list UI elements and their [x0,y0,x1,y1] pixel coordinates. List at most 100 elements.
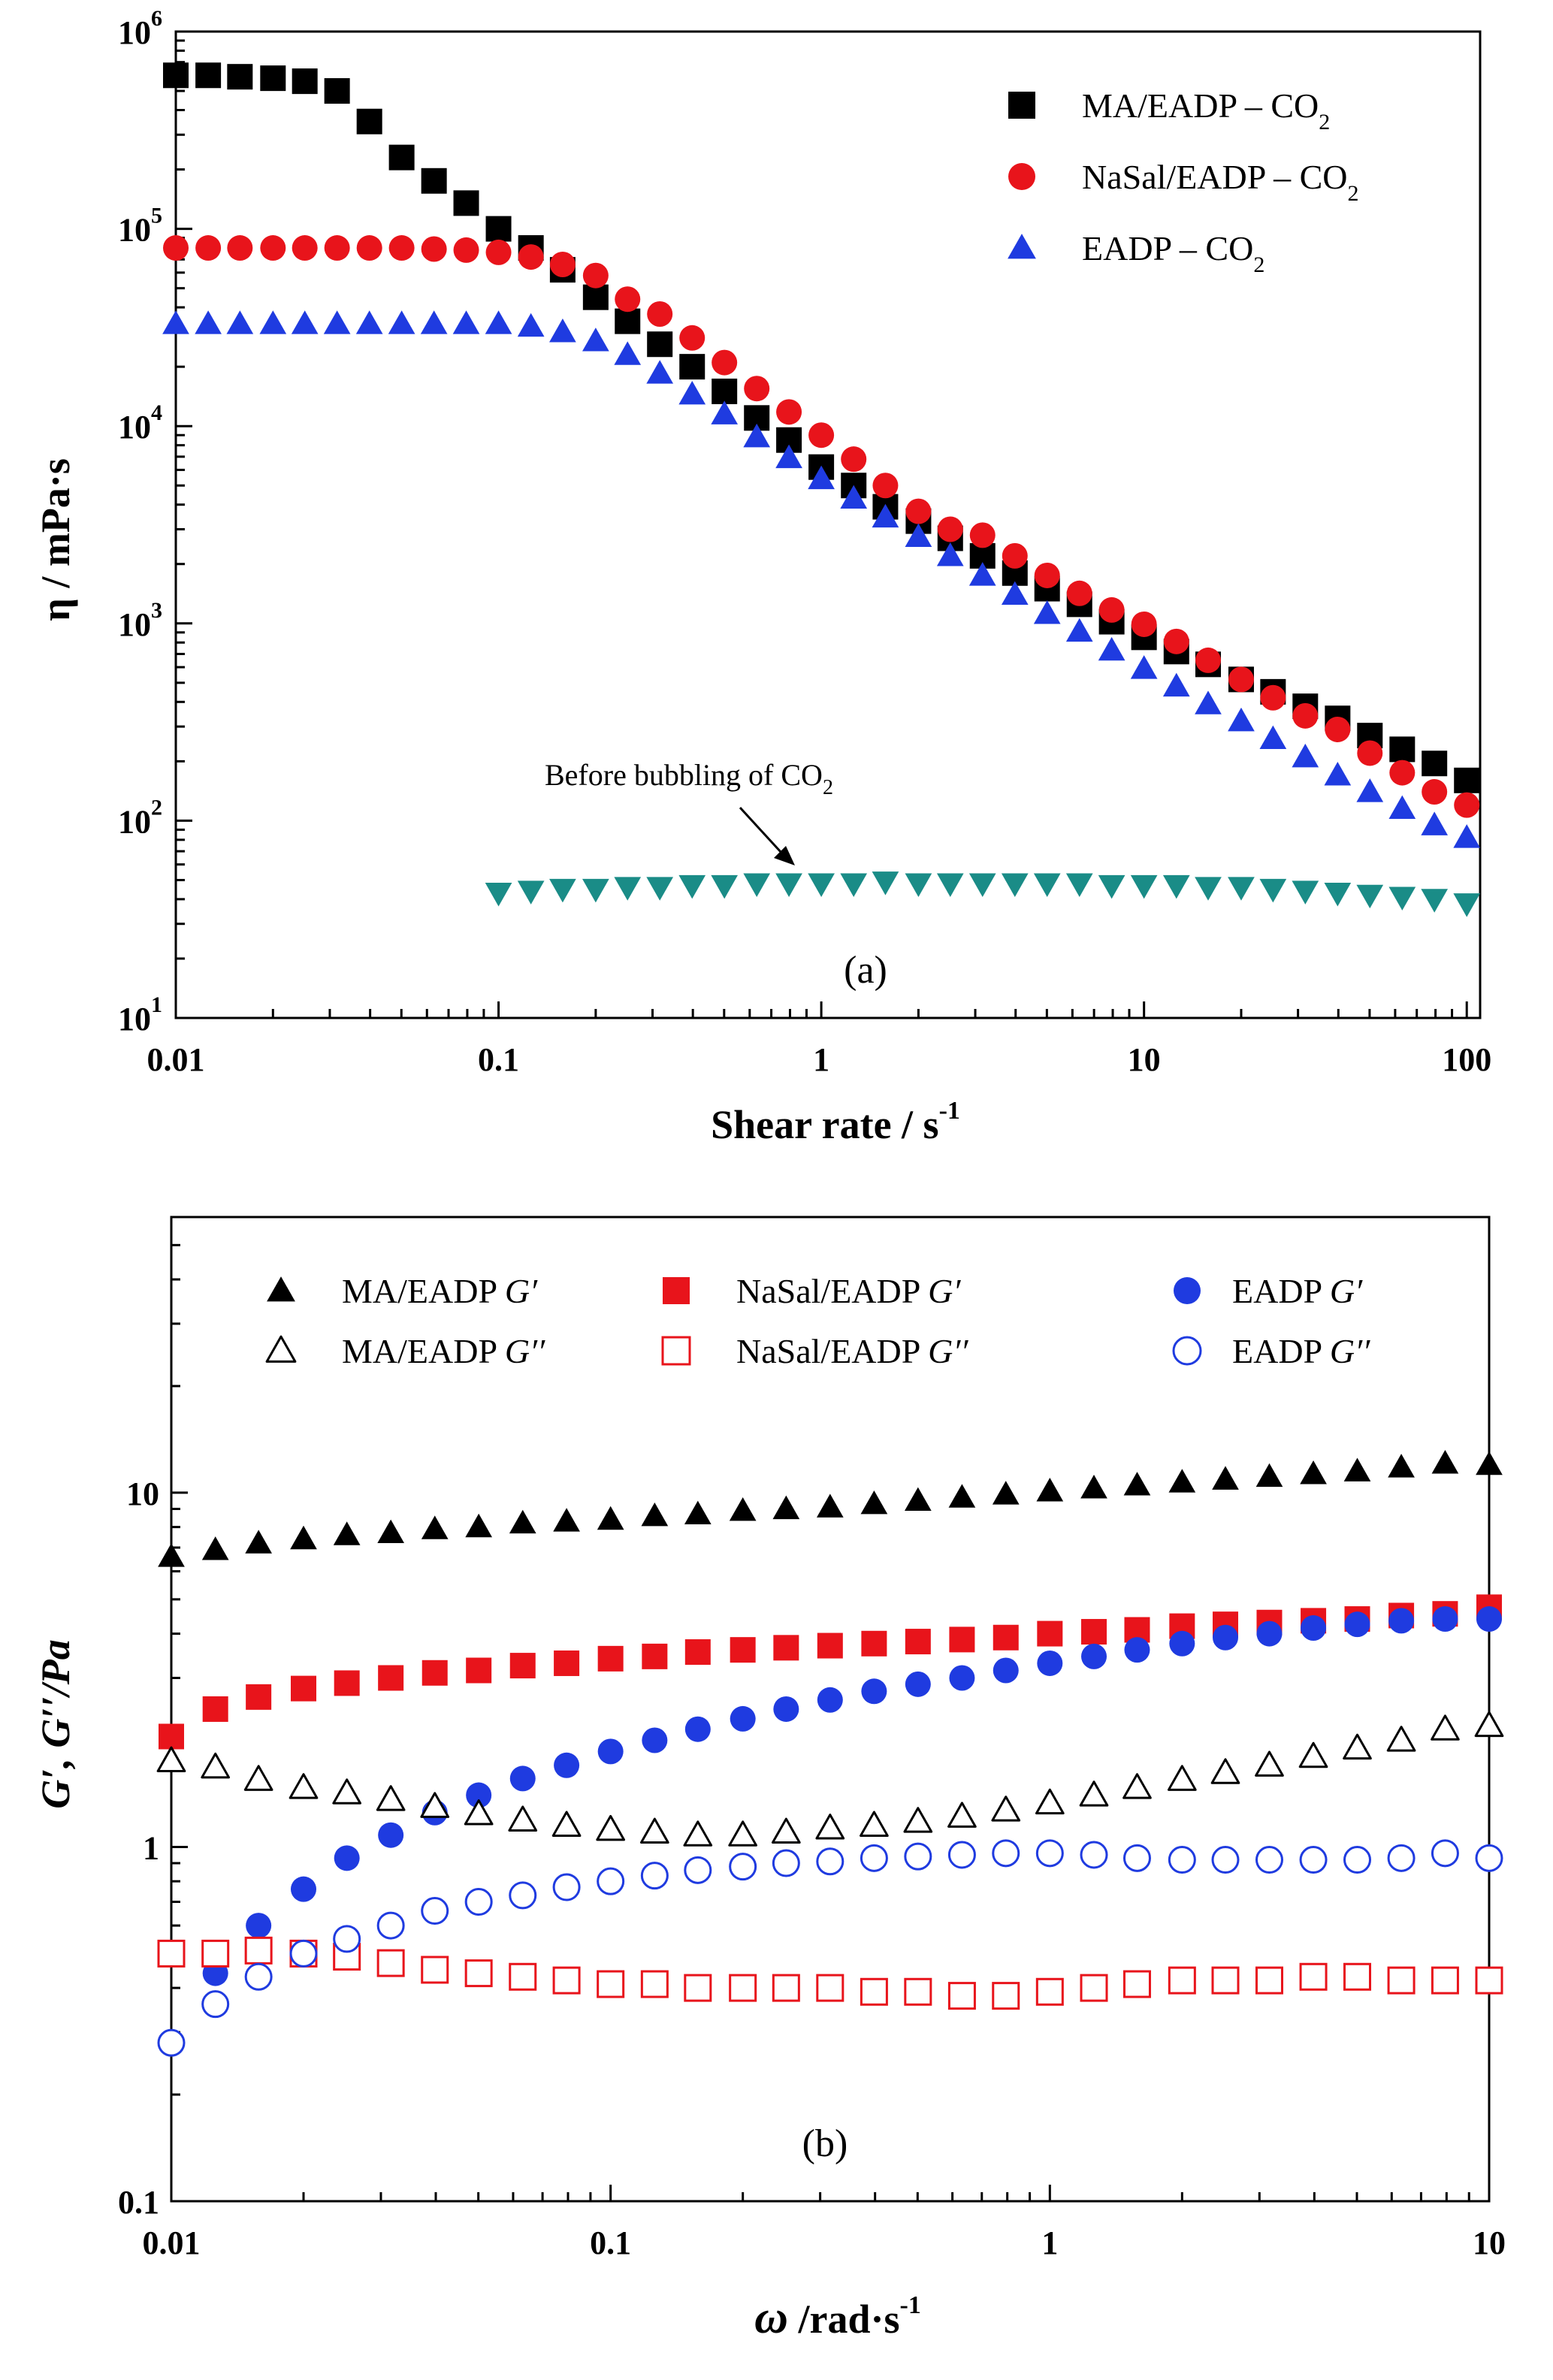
legend-marker [663,1277,690,1304]
data-point [1035,1788,1065,1815]
data-point [291,1675,317,1702]
data-point [1123,1472,1151,1496]
data-point [949,1665,975,1691]
data-point [1299,1846,1328,1874]
data-point [1432,1606,1458,1632]
data-point [815,1814,845,1840]
data-point [949,1626,975,1653]
data-point [485,883,512,907]
data-point [712,349,738,376]
data-point [356,235,382,261]
data-point [227,64,253,90]
data-point [678,874,706,899]
data-point [509,1509,536,1534]
y-tick-label: 103 [118,598,162,643]
legend: MA/EADP – CO2 NaSal/EADP – CO2 EADP – CO2 [1008,86,1359,277]
data-point [743,873,771,897]
y-tick-label: 1 [143,1829,159,1866]
data-point [1476,1606,1502,1632]
legend-label: NaSal/EADP G′ [736,1272,961,1310]
data-point [420,310,448,334]
data-point [158,1543,185,1567]
data-point [597,1645,624,1672]
data-point [1474,1711,1504,1738]
data-point [646,877,674,901]
data-point [246,1913,272,1939]
data-point [1168,1966,1196,1995]
data-point [485,310,512,334]
data-point [904,1977,932,2006]
legend-label: EADP G′′ [1232,1332,1370,1370]
data-point [711,400,739,424]
data-point [485,239,512,265]
data-point [1098,636,1125,661]
data-point [640,1817,669,1844]
annotation-label: Before bubbling of CO2 [545,758,833,799]
data-point [201,1939,230,1968]
data-point [1162,874,1190,899]
series-nasal-eadp-g [159,1594,1502,1750]
data-point [243,1765,273,1791]
data-point [485,216,512,242]
data-point [1195,647,1221,673]
data-point [157,2028,186,2057]
data-point [817,1687,843,1713]
data-point [549,319,576,343]
data-point [1195,877,1222,901]
data-point [378,1822,404,1848]
data-point [597,1506,624,1530]
data-point [1080,1475,1107,1499]
data-point [771,1817,801,1844]
data-point [1002,542,1028,569]
data-point [597,1867,625,1895]
data-point [1080,1974,1108,2002]
data-point [1343,1962,1372,1991]
y-tick-label: 10 [126,1475,159,1512]
data-point [1169,1630,1195,1657]
data-point [157,1939,186,1968]
data-point [195,62,222,89]
data-point [1098,874,1125,899]
data-point [992,1481,1020,1505]
data-point [1421,811,1449,835]
data-point [163,62,189,89]
x-axis-title: ω /rad·s-1 [754,2291,921,2343]
legend-label: EADP G′ [1232,1272,1363,1310]
legend-marker [1008,234,1036,259]
data-point [1228,707,1255,732]
data-point [712,378,738,404]
legend-label: NaSal/EADP G′′ [736,1332,968,1370]
data-point [334,1670,360,1696]
data-point [333,1925,361,1953]
data-point [245,1530,272,1554]
data-point [904,1842,932,1871]
data-point [1037,1620,1063,1647]
data-point [376,1785,406,1811]
data-point [1033,873,1061,897]
data-point [968,873,996,897]
data-point [1080,1841,1108,1869]
data-point [1389,760,1416,786]
data-point [1131,611,1157,637]
data-point [551,1811,582,1837]
x-tick-label: 0.1 [590,2224,631,2261]
plot-frame [174,30,1482,1019]
panel-label: (b) [802,2122,848,2165]
data-point [936,542,964,566]
data-point [948,1484,976,1508]
data-point [292,68,318,95]
data-point [1298,1741,1328,1768]
data-point [453,190,479,216]
data-point [290,1525,317,1550]
data-point [1357,740,1383,766]
series-eadp-co2 [162,310,1481,848]
data-point [1122,1970,1151,1998]
data-point [1453,824,1481,848]
data-point [549,878,576,903]
data-point [1065,618,1093,642]
data-point [947,1841,976,1869]
panel-label: (a) [844,949,887,992]
y-axis-title: η / mPa·s [33,458,78,621]
data-point [377,1519,405,1544]
data-point [816,1974,844,2002]
